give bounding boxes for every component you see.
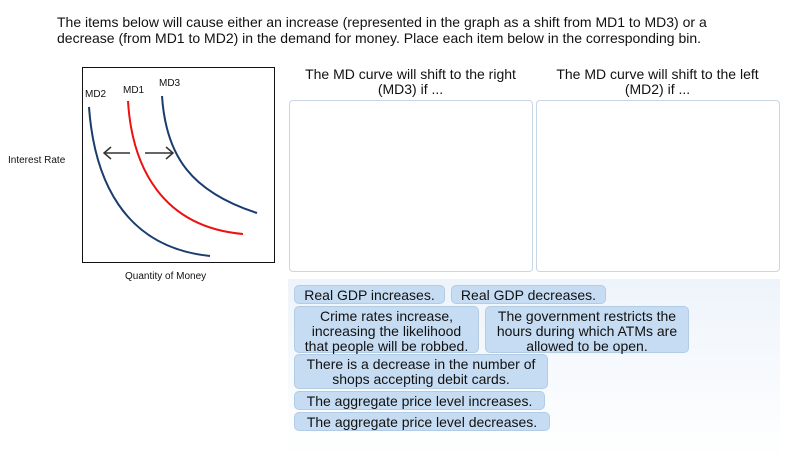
y-axis-label: Interest Rate [8, 155, 66, 166]
md3-label: MD3 [159, 78, 181, 89]
item-fewer-debit-shops[interactable]: There is a decrease in the number of sho… [294, 354, 548, 389]
bin-right-heading: The MD curve will shift to the right (MD… [305, 66, 516, 97]
item-atm-hours-restricted[interactable]: The government restricts the hours durin… [485, 306, 689, 354]
bin-shift-right[interactable] [289, 100, 533, 272]
item-price-level-increases[interactable]: The aggregate price level increases. [294, 391, 545, 410]
md2-curve [88, 106, 211, 257]
item-crime-rates-increase[interactable]: Crime rates increase, increasing the lik… [294, 306, 479, 354]
md3-curve [161, 95, 258, 214]
left-arrow-icon [102, 146, 130, 160]
item-price-level-decreases[interactable]: The aggregate price level decreases. [294, 412, 550, 431]
md2-label: MD2 [85, 89, 107, 100]
md1-label: MD1 [123, 85, 145, 96]
x-axis-label: Quantity of Money [125, 271, 207, 282]
item-pool[interactable]: Real GDP increases. Real GDP decreases. … [288, 279, 780, 459]
md1-curve [127, 100, 244, 235]
money-demand-graph: MD2 MD1 MD3 [82, 67, 275, 263]
bin-left-heading: The MD curve will shift to the left (MD2… [556, 66, 759, 97]
item-real-gdp-decreases[interactable]: Real GDP decreases. [451, 285, 606, 304]
bin-shift-left[interactable] [536, 100, 780, 272]
instructions: The items below will cause either an inc… [57, 14, 707, 46]
item-real-gdp-increases[interactable]: Real GDP increases. [294, 285, 445, 304]
right-arrow-icon [145, 146, 175, 160]
